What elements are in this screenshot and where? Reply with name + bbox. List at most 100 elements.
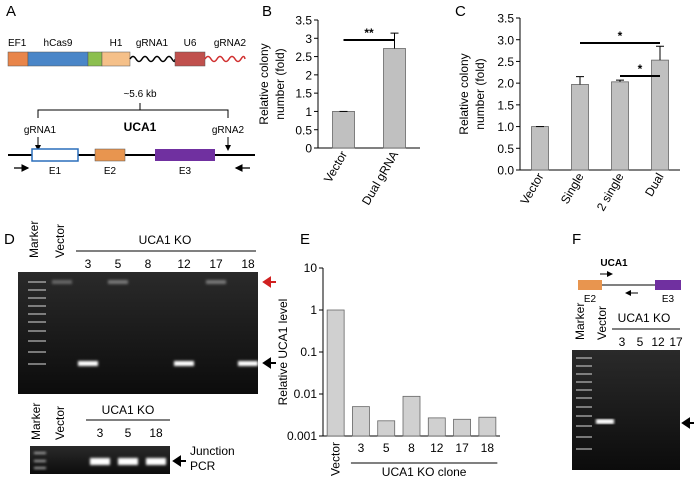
clone-label: 3 xyxy=(85,257,92,271)
group-label: UCA1 KO xyxy=(139,233,192,247)
gel-d2: Marker Vector UCA1 KO 3 5 18 Junction PC… xyxy=(29,403,235,474)
bar xyxy=(478,416,497,437)
segment xyxy=(87,51,103,67)
segment xyxy=(7,51,29,67)
bar xyxy=(611,81,629,171)
construct-label: H1 xyxy=(110,38,123,49)
y-tick-label: 1 xyxy=(305,105,312,119)
gene-label: UCA1 xyxy=(600,258,628,269)
gel-image xyxy=(572,350,680,470)
group-label: UCA1 KO xyxy=(102,403,155,417)
bar xyxy=(427,417,446,437)
y-tick-label: 1.0 xyxy=(497,120,514,134)
gel-d: Marker Vector UCA1 KO 3 5 8 12 17 18 xyxy=(18,221,276,394)
x-tick-label: Vector xyxy=(517,171,546,207)
significance-label: ** xyxy=(364,26,374,40)
bar xyxy=(402,395,421,437)
x-tick-label: Vector xyxy=(329,442,343,476)
locus: ~5.6 kb UCA1 gRNA1 gRNA2 E1 E2 E3 xyxy=(8,89,255,177)
band xyxy=(596,419,614,424)
y-tick-label: 3.5 xyxy=(497,12,514,26)
y-tick-label: 2.0 xyxy=(497,77,514,91)
y-axis-label: Relative colony xyxy=(257,43,271,124)
panel-label: C xyxy=(455,3,466,20)
lane-label: Vector xyxy=(595,306,609,340)
clone-label: 3 xyxy=(619,335,626,349)
y-tick-label: 10 xyxy=(304,261,318,275)
construct-label: U6 xyxy=(184,38,197,49)
exon-label: E2 xyxy=(584,294,597,305)
bar xyxy=(332,111,355,149)
band-arrow xyxy=(172,455,186,467)
segment xyxy=(174,51,206,67)
exon xyxy=(31,148,79,162)
exon xyxy=(655,280,681,290)
x-tick-label: 17 xyxy=(455,441,469,455)
clone-label: 8 xyxy=(145,257,152,271)
y-axis-label: Relative colony xyxy=(457,53,471,134)
error-bar xyxy=(576,76,584,85)
y-tick-label: 0.001 xyxy=(287,429,317,443)
x-tick-label: 5 xyxy=(383,441,390,455)
x-axis-label: UCA1 KO clone xyxy=(382,465,467,477)
exon-label: E3 xyxy=(662,294,675,305)
construct-label: EF1 xyxy=(8,38,27,49)
gel-f: UCA1 E2 E3 Marker Vector UCA1 KO 3 5 12 … xyxy=(572,258,694,470)
band-arrow xyxy=(262,357,276,369)
lane-label: Marker xyxy=(573,303,587,340)
x-tick-label: 12 xyxy=(430,441,444,455)
y-tick-label: 0.01 xyxy=(294,387,318,401)
clone-label: 18 xyxy=(149,426,163,440)
bar xyxy=(383,48,406,149)
panel-label: F xyxy=(572,231,581,248)
y-axis-label: number (fold) xyxy=(473,58,487,129)
bar xyxy=(377,420,396,437)
clone-label: 17 xyxy=(669,335,683,349)
y-tick-label: 3.5 xyxy=(295,14,312,28)
clone-label: 12 xyxy=(177,257,191,271)
panel-label: A xyxy=(6,3,16,20)
y-axis-label: Relative UCA1 level xyxy=(276,299,290,406)
bar xyxy=(531,126,549,171)
bar xyxy=(326,309,345,437)
x-tick-label: Single xyxy=(558,170,587,206)
guide-wave xyxy=(129,55,176,63)
construct: EF1 hCas9 H1 gRNA1 U6 gRNA2 xyxy=(7,38,247,67)
x-tick-label: Dual gRNA xyxy=(359,149,401,208)
y-tick-label: 0.5 xyxy=(295,123,312,137)
band-arrow xyxy=(262,276,276,288)
x-tick-label: 18 xyxy=(481,441,495,455)
segment xyxy=(101,51,131,67)
pcr-label: PCR xyxy=(190,459,216,473)
lane-label: Vector xyxy=(53,406,67,440)
y-tick-label: 3 xyxy=(305,32,312,46)
error-bar xyxy=(656,45,664,61)
clone-label: 17 xyxy=(209,257,223,271)
significance-label: * xyxy=(618,29,623,43)
exon-label: E2 xyxy=(104,166,117,177)
gene-label: UCA1 xyxy=(124,120,157,134)
y-axis-label: number (fold) xyxy=(273,48,287,119)
clone-label: 5 xyxy=(637,335,644,349)
group-label: UCA1 KO xyxy=(618,311,671,325)
clone-label: 5 xyxy=(125,426,132,440)
panel-label: B xyxy=(262,3,272,20)
y-tick-label: 2 xyxy=(305,68,312,82)
ladder xyxy=(28,281,46,365)
significance-label: * xyxy=(638,62,643,76)
guide-wave xyxy=(204,55,246,63)
panel-label: E xyxy=(300,231,310,248)
exon xyxy=(94,148,126,162)
y-tick-label: 0.5 xyxy=(497,142,514,156)
x-tick-label: 3 xyxy=(358,441,365,455)
y-tick-label: 2.5 xyxy=(497,55,514,69)
exon-label: E1 xyxy=(49,166,62,177)
construct-label: hCas9 xyxy=(44,38,73,49)
error-bar xyxy=(616,79,624,82)
y-tick-label: 0.1 xyxy=(300,345,317,359)
exon-label: E3 xyxy=(179,166,192,177)
x-tick-label: 2 single xyxy=(594,170,627,213)
segment xyxy=(27,51,89,67)
y-tick-label: 1.5 xyxy=(497,98,514,112)
